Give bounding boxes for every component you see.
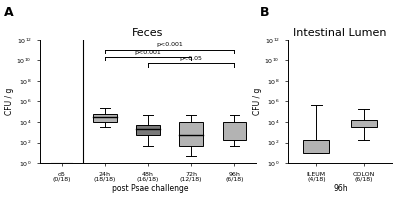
Bar [93,114,117,122]
Text: p<0.001: p<0.001 [135,50,161,55]
Y-axis label: CFU / g: CFU / g [253,88,262,115]
Bar [179,122,203,146]
Text: p<0.05: p<0.05 [180,56,203,61]
Bar [136,125,160,136]
Text: A: A [4,6,14,19]
Title: Intestinal Lumen: Intestinal Lumen [293,28,387,38]
Title: Feces: Feces [132,28,164,38]
Bar [303,139,329,153]
Y-axis label: CFU / g: CFU / g [5,88,14,115]
Text: 96h: 96h [334,184,348,193]
Bar [222,122,246,139]
Text: p<0.001: p<0.001 [156,42,183,47]
Text: post Psae challenge: post Psae challenge [112,184,188,193]
Bar [351,120,377,127]
Text: B: B [260,6,270,19]
